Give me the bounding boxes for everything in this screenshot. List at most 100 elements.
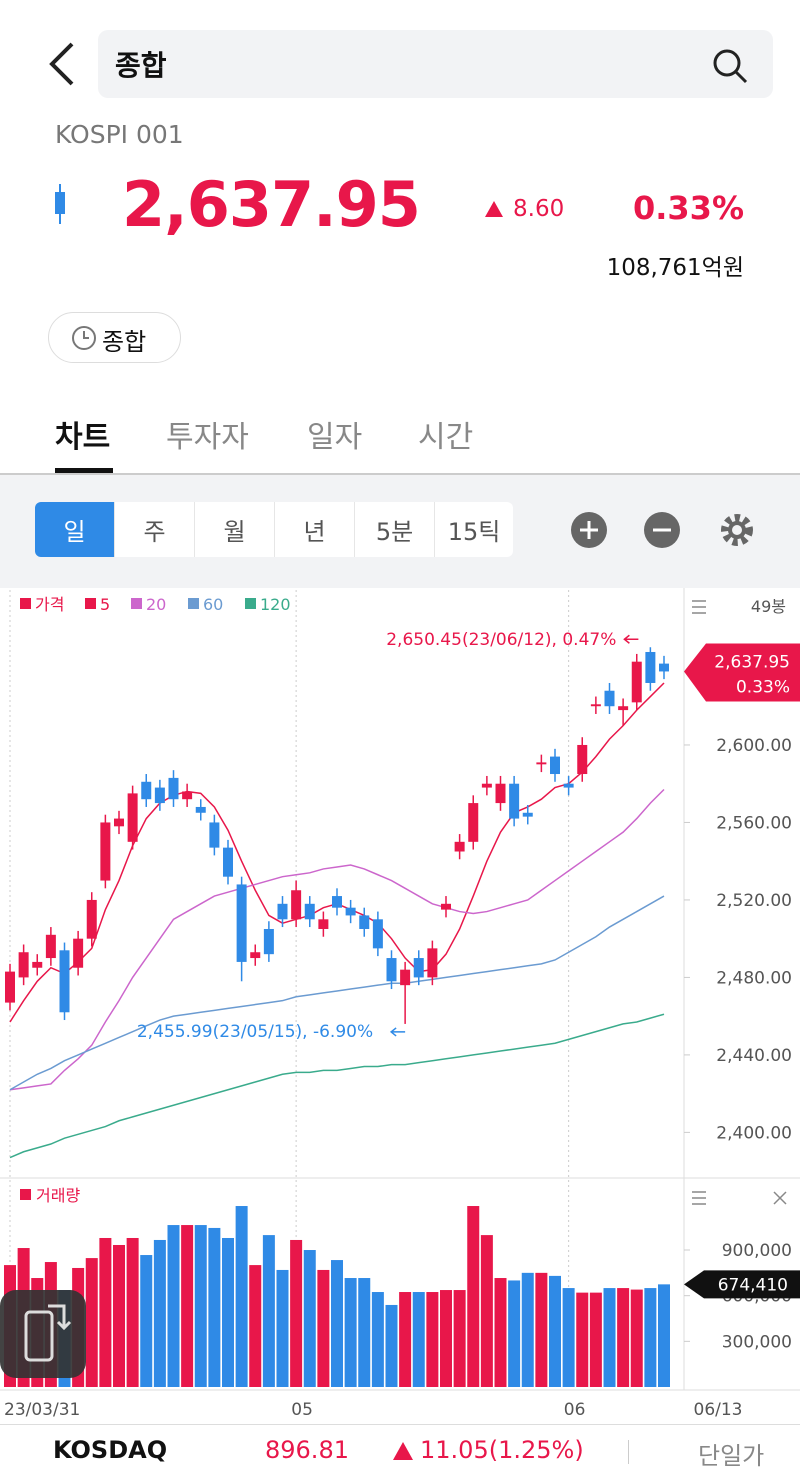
trade-amount: 108,761억원 (606, 255, 744, 281)
volume-bar (385, 1304, 398, 1387)
volume-bar (494, 1278, 507, 1387)
volume-bar (535, 1272, 548, 1387)
volume-bar (153, 1239, 166, 1387)
candle-body (318, 919, 329, 929)
legend-label: 5 (100, 595, 110, 614)
chart-tools[interactable] (560, 505, 760, 555)
candle-body (536, 762, 547, 765)
volume-bar (576, 1292, 589, 1387)
candle-body (127, 793, 138, 842)
index-code: KOSPI 001 (55, 120, 184, 149)
candle-body (618, 706, 629, 711)
legend-label: 60 (203, 595, 223, 614)
candle-body (427, 948, 438, 978)
candle-body (495, 783, 506, 804)
volume-badge-label: 674,410 (718, 1275, 788, 1295)
annotation: 2,455.99(23/05/15), -6.90% (137, 1022, 373, 1042)
y-tick-label: 900,000 (722, 1241, 792, 1261)
y-tick-label: 2,400.00 (716, 1123, 792, 1143)
moving-average-line (9, 788, 665, 1091)
volume-bar (140, 1255, 153, 1387)
candle-body (509, 783, 520, 819)
candle-body (59, 950, 70, 1013)
volume-bar (249, 1265, 262, 1387)
tab[interactable]: 시간 (418, 420, 474, 455)
volume-bar (371, 1292, 384, 1387)
rotate-button[interactable] (0, 1290, 86, 1378)
candle-body (195, 806, 206, 813)
candle-body (236, 884, 247, 962)
back-button[interactable] (44, 40, 78, 88)
legend-swatch (188, 598, 199, 609)
volume-bar (126, 1237, 139, 1387)
moving-average-line (9, 1013, 665, 1159)
candle-body (250, 952, 261, 959)
period-button[interactable]: 월 (195, 502, 275, 557)
volume-bar (194, 1225, 207, 1387)
tab[interactable]: 차트 (55, 420, 111, 455)
candle-body (291, 890, 302, 920)
candle-body (522, 812, 533, 817)
volume-bar (426, 1292, 439, 1387)
candle-body (441, 903, 451, 910)
y-tick-label: 300,000 (722, 1332, 792, 1352)
x-tick-label: 23/03/31 (4, 1400, 80, 1420)
period-button[interactable]: 5분 (355, 502, 435, 557)
search-box[interactable] (98, 30, 773, 98)
candle-body (468, 803, 479, 842)
candle-body (359, 915, 370, 929)
y-tick-label: 2,560.00 (716, 813, 792, 833)
candle-body (604, 690, 615, 707)
period-button[interactable]: 주 (115, 502, 195, 557)
y-tick-label: 2,480.00 (716, 968, 792, 988)
chart: 49봉 거래량 23/03/31 05 06 06/13 2,400.00 2,440.0… (0, 588, 800, 1420)
candle-body (454, 841, 465, 852)
candle-body (168, 777, 179, 800)
change: 8.60 (513, 196, 565, 222)
volume-bar (467, 1206, 480, 1387)
volume-bar (113, 1244, 125, 1387)
price-badge-change: 0.33% (736, 677, 790, 697)
candle-body (154, 787, 165, 804)
legend-swatch (131, 598, 142, 609)
volume-bar (562, 1288, 575, 1387)
candle-body (372, 919, 383, 949)
footer-change: 11.05(1.25%) (420, 1436, 584, 1464)
legend-swatch (20, 598, 31, 609)
rotate-icon (24, 1304, 72, 1362)
chip[interactable] (48, 312, 181, 363)
price-badge-label: 2,637.95 (714, 652, 790, 672)
volume-bar (331, 1260, 343, 1387)
y-tick-label: 2,440.00 (716, 1046, 792, 1066)
candle-body (304, 903, 315, 920)
candle-body (32, 961, 43, 968)
volume-bar (290, 1239, 303, 1387)
volume-bar (85, 1258, 98, 1387)
moving-average-line (9, 895, 665, 1091)
x-tick-label: 06 (564, 1400, 586, 1420)
up-triangle (393, 1442, 413, 1460)
tab-underline (55, 468, 113, 473)
period-button[interactable]: 일 (35, 502, 115, 557)
volume-bar (480, 1235, 493, 1387)
volume-bar (167, 1225, 180, 1387)
candle-body (659, 663, 669, 672)
tab[interactable]: 일자 (307, 420, 363, 455)
volume-bar (399, 1292, 412, 1387)
tab[interactable]: 투자자 (166, 420, 249, 455)
x-tick-label: 05 (291, 1400, 313, 1420)
period-button[interactable]: 15틱 (435, 502, 513, 557)
volume-bar (603, 1288, 616, 1387)
candle-icon (55, 184, 65, 224)
candle-count: 49봉 (751, 597, 786, 616)
volume-bar (181, 1225, 194, 1387)
volume-bar (303, 1250, 316, 1387)
candle-body (182, 791, 193, 800)
period-button[interactable]: 년 (275, 502, 355, 557)
up-triangle (485, 201, 503, 217)
candle-body (141, 781, 152, 800)
annotation-arrow (389, 1027, 406, 1037)
search-icon[interactable] (710, 46, 750, 86)
candle-body (209, 822, 220, 848)
